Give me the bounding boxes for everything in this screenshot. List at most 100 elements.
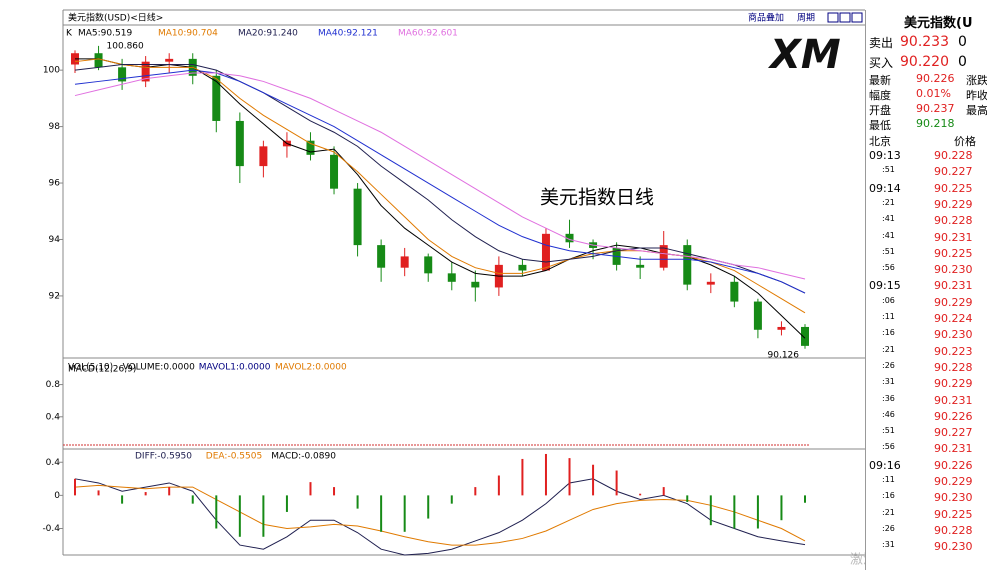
tick-price: 90.230 [934, 263, 973, 277]
tick-time: :21 [882, 197, 895, 207]
legend-entry: DEA:-0.5505 [206, 452, 262, 462]
window-button[interactable] [851, 12, 863, 23]
stat-label: 幅度 [869, 89, 891, 102]
tick-time: :21 [882, 507, 895, 517]
tick-time: :51 [882, 165, 895, 175]
candle-body [306, 140, 315, 155]
tick-time: :51 [882, 246, 895, 256]
tick-price: 90.225 [934, 181, 973, 195]
y-tick-label: 0.8 [46, 380, 61, 390]
quote-title: 美元指数(U [904, 16, 973, 31]
tick-time: :41 [882, 230, 895, 240]
header: 北京 [869, 135, 891, 148]
tick-time: :56 [882, 263, 895, 273]
tick-price: 90.229 [934, 197, 973, 211]
panel-label: MACD(12,26,9) [68, 365, 136, 375]
candle-body [353, 188, 362, 246]
chart-title: 美元指数(USD)<日线> [68, 12, 163, 24]
max-label: 100.860 [107, 41, 144, 51]
y-tick-label: 0.4 [46, 458, 61, 468]
y-tick-label: -0.4 [42, 524, 60, 534]
tick-time: :26 [882, 523, 895, 533]
line [74, 58, 806, 314]
tick-time: :31 [882, 377, 895, 387]
tick-price: 90.226 [934, 409, 973, 423]
toolbar-button[interactable]: 商品叠加 [748, 12, 784, 24]
legend-entry: MA5:90.519 [78, 29, 132, 39]
legend-entry: MAVOL2:0.0000 [275, 363, 347, 373]
tick-price: 90.223 [934, 344, 973, 358]
tick-price: 90.227 [934, 426, 973, 440]
chart: 美元指数(USD)<日线> 商品叠加 周期 K XM 美元指数日线 MACD(1… [42, 9, 865, 568]
candle-body [706, 281, 715, 285]
quote-size: 0 [958, 34, 967, 50]
stat-label: 最低 [869, 119, 891, 132]
tick-price: 90.229 [934, 295, 973, 309]
candle-body [235, 120, 244, 167]
quote-label: 卖出 [869, 36, 894, 50]
tick-time: :06 [882, 295, 895, 305]
y-tick-label: 92 [49, 291, 60, 301]
tick-time: :41 [882, 214, 895, 224]
header: 价格 [954, 135, 976, 148]
tick-price: 90.231 [934, 279, 973, 293]
candle-body [212, 75, 221, 121]
tick-time: 09:16 [869, 458, 901, 472]
line [74, 64, 806, 294]
stat-label: 涨跌 [966, 74, 987, 87]
tick-price: 90.225 [934, 507, 973, 521]
y-tick-label: 98 [49, 122, 61, 132]
tick-time: :11 [882, 475, 895, 484]
stat-label: 最高 [966, 104, 987, 117]
tick-time: :31 [882, 540, 895, 550]
y-tick-label: 0 [54, 491, 60, 501]
candle-body [141, 61, 150, 82]
candle-body [330, 154, 339, 189]
tick-price: 90.228 [934, 523, 973, 537]
candle-body [471, 281, 480, 288]
candle-body [730, 281, 739, 302]
tick-price: 90.230 [934, 328, 973, 342]
stat-label: 最新 [869, 74, 891, 87]
tick-price: 90.228 [934, 149, 973, 162]
tick-price: 90.230 [934, 491, 973, 505]
tick-time: 09:13 [869, 149, 901, 162]
candle-body [424, 256, 433, 274]
stat-value: 90.218 [916, 117, 955, 130]
candle-body [683, 245, 692, 285]
tick-price: 90.224 [934, 312, 973, 325]
candle-body [94, 53, 103, 68]
toolbar-button[interactable]: 周期 [797, 13, 815, 24]
candle-body [400, 256, 409, 268]
min-label: 90.126 [768, 350, 800, 360]
quote-label: 买入 [869, 56, 894, 70]
tick-time: :51 [882, 426, 895, 436]
tick-price: 90.226 [934, 458, 973, 472]
stat-label: 昨收 [966, 89, 987, 102]
tick-time: :11 [882, 312, 895, 321]
candle-body [777, 326, 786, 330]
candle-body [753, 301, 762, 330]
candle-body [447, 273, 456, 282]
tick-time: 09:14 [869, 181, 901, 195]
tick-price: 90.228 [934, 360, 973, 374]
tick-price: 90.227 [934, 165, 973, 179]
legend-entry: DIFF:-0.5950 [135, 452, 192, 462]
quote-size: 0 [958, 54, 967, 70]
candle-body [165, 58, 174, 62]
tick-price: 90.231 [934, 393, 973, 407]
line [74, 478, 806, 556]
legend-entry: MA10:90.704 [158, 29, 218, 39]
stat-label: 开盘 [869, 104, 891, 117]
candle-body [118, 67, 127, 82]
stat-value: 90.226 [916, 72, 955, 85]
logo: XM [767, 32, 841, 78]
legend-entry: MACD:-0.0890 [271, 452, 336, 462]
tick-price: 90.229 [934, 377, 973, 391]
tick-time: :16 [882, 328, 895, 338]
y-tick-label: 0.4 [46, 412, 61, 422]
y-tick-label: 94 [49, 235, 61, 245]
window-button[interactable] [839, 12, 851, 23]
window-button[interactable] [827, 12, 839, 23]
quote-price: 90.233 [900, 34, 949, 50]
